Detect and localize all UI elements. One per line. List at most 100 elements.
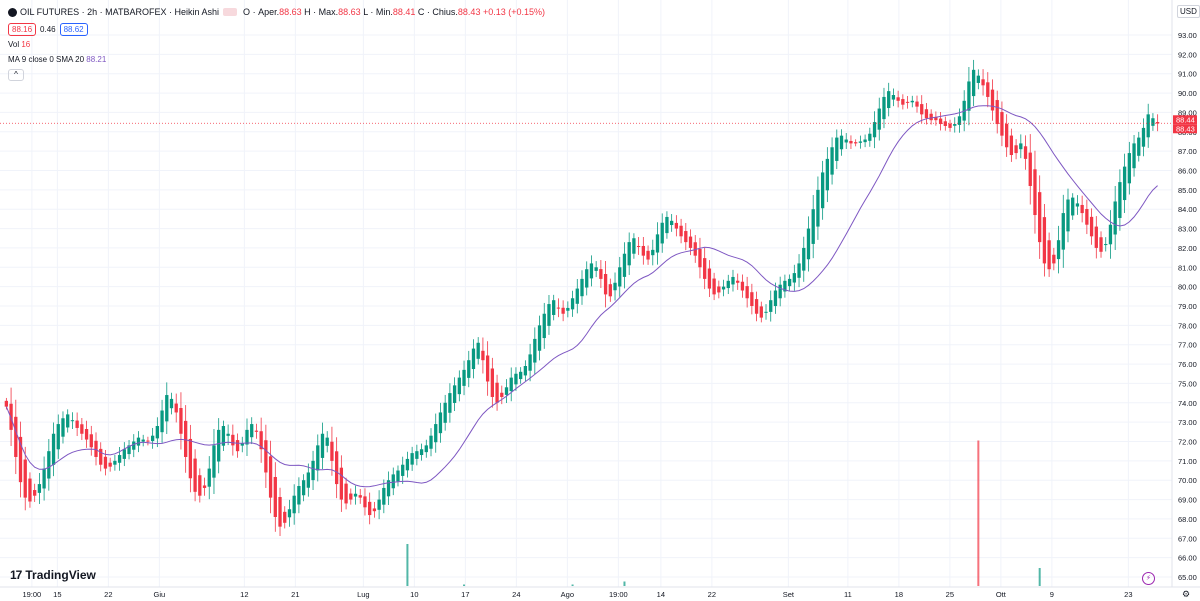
- candle-body: [1155, 122, 1160, 124]
- ma-legend[interactable]: MA 9 close 0 SMA 20 88.21: [8, 54, 545, 66]
- candle-body: [802, 247, 806, 271]
- candle-body: [4, 400, 9, 407]
- candle: [287, 499, 292, 527]
- collapse-legend-button[interactable]: ^: [8, 69, 24, 81]
- candle-body: [226, 433, 230, 436]
- candle: [542, 302, 546, 349]
- candle-body: [655, 234, 660, 253]
- candle: [887, 82, 891, 117]
- time-axis[interactable]: 19:00 15 22 Giu 12 21 Lug 10 17 24 Ago 19:00 14 22 Set…: [22, 590, 1132, 599]
- candle: [179, 392, 183, 450]
- candle-body: [188, 438, 193, 479]
- candle-body: [419, 449, 424, 456]
- candle-body: [995, 100, 999, 125]
- candle-body: [14, 416, 18, 457]
- candle: [1118, 169, 1122, 231]
- price-tag-bg: [1173, 124, 1197, 134]
- candle: [169, 392, 174, 415]
- candle: [863, 134, 867, 148]
- candle: [731, 269, 735, 292]
- candle: [184, 405, 188, 473]
- candle-series[interactable]: [4, 59, 1160, 536]
- candle-body: [1085, 209, 1089, 225]
- chart-legend: OIL FUTURES · 2h · MATBAROFEX · Heikin A…: [8, 6, 545, 81]
- candle-body: [1047, 240, 1051, 270]
- candle-body: [339, 467, 344, 500]
- time-tick-label: 23: [1124, 590, 1132, 599]
- price-tick-label: 83.00: [1178, 225, 1197, 234]
- candle: [1141, 118, 1146, 157]
- candle: [967, 66, 971, 126]
- candle: [684, 223, 688, 251]
- time-tick-label: Lug: [357, 590, 370, 599]
- candle-body: [268, 456, 273, 498]
- candle: [665, 211, 669, 239]
- candle: [636, 237, 641, 255]
- candle-body: [839, 135, 844, 150]
- candle: [198, 468, 202, 503]
- candle: [415, 444, 419, 466]
- candle: [344, 477, 348, 510]
- candle-body: [1132, 143, 1136, 169]
- price-tick-label: 91.00: [1178, 70, 1197, 79]
- candle: [1155, 114, 1160, 132]
- candle-body: [825, 158, 830, 191]
- price-tick-label: 71.00: [1178, 457, 1197, 466]
- candle: [429, 428, 433, 457]
- candle-body: [707, 268, 712, 289]
- candle: [212, 428, 216, 495]
- candle: [146, 436, 150, 446]
- candle: [1075, 195, 1080, 215]
- candle: [254, 423, 259, 439]
- candle-body: [179, 408, 183, 434]
- sell-button[interactable]: 88.16: [8, 23, 37, 36]
- bolt-icon[interactable]: ⚡: [1142, 572, 1155, 585]
- gear-icon[interactable]: ⚙: [1182, 589, 1191, 599]
- candle-body: [334, 451, 339, 485]
- candle-body: [94, 440, 98, 457]
- candle: [1028, 134, 1032, 205]
- visibility-badge-icon[interactable]: [223, 8, 238, 16]
- candle: [1038, 175, 1042, 259]
- buy-button[interactable]: 88.62: [59, 23, 88, 36]
- symbol-row[interactable]: OIL FUTURES · 2h · MATBAROFEX · Heikin A…: [8, 6, 545, 18]
- candle: [467, 350, 471, 388]
- candle: [759, 301, 763, 323]
- candle-body: [731, 276, 735, 285]
- candle: [953, 117, 957, 133]
- tradingview-logo[interactable]: 17 TradingView: [10, 568, 96, 582]
- candle-body: [1066, 199, 1070, 232]
- candle: [1047, 232, 1051, 277]
- currency-button[interactable]: USD: [1177, 5, 1200, 18]
- candle-body: [1094, 226, 1098, 248]
- candle-body: [382, 487, 386, 505]
- candle-body: [500, 392, 504, 397]
- candle-body: [325, 437, 329, 446]
- candle-body: [674, 222, 679, 229]
- candle-body: [160, 410, 164, 433]
- candle-body: [589, 263, 594, 279]
- candle-body: [938, 118, 943, 125]
- candle: [1122, 153, 1127, 213]
- candle-body: [773, 290, 778, 307]
- ohlc-prefix: O: [243, 7, 251, 17]
- candle-body: [136, 437, 141, 446]
- symbol-title[interactable]: OIL FUTURES · 2h · MATBAROFEX · Heikin A…: [20, 7, 220, 17]
- candle: [37, 472, 42, 504]
- candle: [358, 488, 362, 504]
- candle-body: [1052, 254, 1056, 264]
- trade-row: 88.16 0.46 88.62: [8, 23, 545, 36]
- candle-body: [990, 89, 995, 111]
- candle: [910, 95, 914, 108]
- candle: [297, 477, 301, 514]
- candle-body: [287, 509, 292, 518]
- candle: [740, 274, 745, 298]
- volume-legend[interactable]: Vol 16: [8, 39, 545, 51]
- candle-body: [787, 278, 792, 287]
- candle-body: [580, 278, 584, 297]
- price-axis[interactable]: 93.0092.0091.0090.0089.0088.0087.0086.00…: [1178, 31, 1197, 582]
- candle-body: [684, 231, 688, 243]
- candle: [94, 432, 98, 466]
- candle: [599, 260, 603, 288]
